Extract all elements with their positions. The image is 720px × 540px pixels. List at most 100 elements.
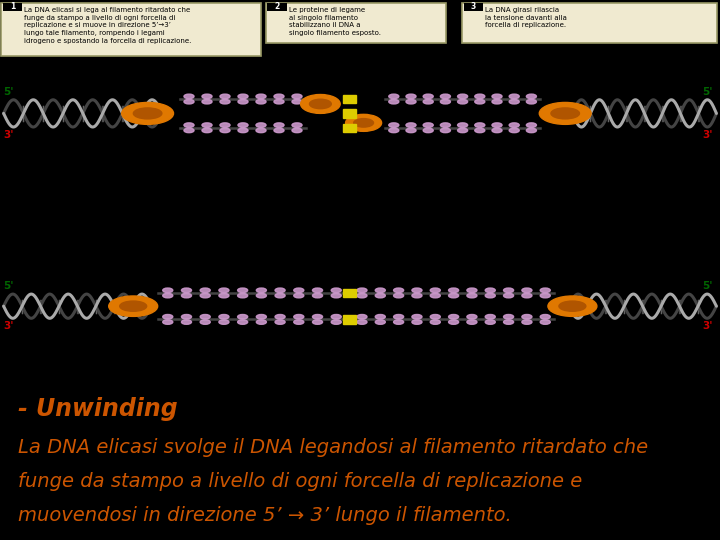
- Ellipse shape: [220, 128, 230, 133]
- Ellipse shape: [202, 128, 212, 133]
- Ellipse shape: [220, 123, 230, 127]
- FancyBboxPatch shape: [464, 3, 483, 11]
- Ellipse shape: [551, 108, 580, 119]
- Ellipse shape: [406, 128, 416, 133]
- Ellipse shape: [559, 301, 586, 311]
- Ellipse shape: [181, 293, 192, 298]
- Ellipse shape: [256, 320, 266, 325]
- Ellipse shape: [441, 94, 451, 99]
- Ellipse shape: [238, 123, 248, 127]
- Ellipse shape: [294, 288, 304, 293]
- Ellipse shape: [394, 288, 404, 293]
- FancyBboxPatch shape: [266, 3, 446, 43]
- Text: Svolgimento: Svolgimento: [35, 348, 95, 358]
- Ellipse shape: [458, 128, 468, 133]
- Text: La DNA elicasi svolge il DNA legandosi al filamento ritardato che: La DNA elicasi svolge il DNA legandosi a…: [18, 438, 648, 457]
- Ellipse shape: [275, 314, 285, 319]
- Text: La DNA elicasi si lega al filamento ritardato che
funge da stampo a livello di o: La DNA elicasi si lega al filamento rita…: [24, 7, 192, 44]
- Ellipse shape: [274, 94, 284, 99]
- Ellipse shape: [503, 288, 513, 293]
- Ellipse shape: [200, 293, 210, 298]
- Ellipse shape: [474, 128, 485, 133]
- FancyBboxPatch shape: [1, 3, 261, 56]
- Ellipse shape: [202, 94, 212, 99]
- Ellipse shape: [294, 314, 304, 319]
- Text: Origine: Origine: [341, 9, 379, 19]
- Ellipse shape: [292, 94, 302, 99]
- Ellipse shape: [412, 288, 422, 293]
- Text: Svolgimento: Svolgimento: [42, 157, 102, 167]
- Ellipse shape: [509, 99, 519, 104]
- Ellipse shape: [256, 293, 266, 298]
- Ellipse shape: [375, 288, 385, 293]
- Ellipse shape: [467, 314, 477, 319]
- Ellipse shape: [184, 128, 194, 133]
- Ellipse shape: [522, 288, 532, 293]
- Ellipse shape: [292, 99, 302, 104]
- Ellipse shape: [394, 314, 404, 319]
- Ellipse shape: [441, 123, 451, 127]
- Ellipse shape: [503, 320, 513, 325]
- Ellipse shape: [331, 320, 341, 325]
- Ellipse shape: [492, 94, 502, 99]
- Ellipse shape: [354, 119, 374, 127]
- Ellipse shape: [522, 314, 532, 319]
- Ellipse shape: [458, 99, 468, 104]
- Text: Svolgimento: Svolgimento: [618, 348, 678, 358]
- Ellipse shape: [503, 314, 513, 319]
- Ellipse shape: [301, 94, 341, 113]
- Ellipse shape: [485, 293, 495, 298]
- Ellipse shape: [163, 320, 173, 325]
- Text: 3': 3': [702, 321, 713, 332]
- Ellipse shape: [449, 288, 459, 293]
- Ellipse shape: [238, 128, 248, 133]
- Ellipse shape: [540, 288, 550, 293]
- Text: funge da stampo a livello di ogni forcella di replicazione e: funge da stampo a livello di ogni forcel…: [18, 472, 582, 491]
- Ellipse shape: [394, 293, 404, 298]
- Ellipse shape: [275, 288, 285, 293]
- Ellipse shape: [503, 293, 513, 298]
- Ellipse shape: [492, 99, 502, 104]
- Ellipse shape: [509, 94, 519, 99]
- Bar: [343, 289, 356, 297]
- Ellipse shape: [120, 301, 147, 311]
- Ellipse shape: [202, 99, 212, 104]
- Ellipse shape: [275, 320, 285, 325]
- Text: 5': 5': [3, 87, 14, 97]
- Ellipse shape: [492, 128, 502, 133]
- Ellipse shape: [238, 320, 248, 325]
- Ellipse shape: [274, 99, 284, 104]
- FancyBboxPatch shape: [3, 3, 22, 11]
- Ellipse shape: [509, 123, 519, 127]
- Ellipse shape: [540, 314, 550, 319]
- Ellipse shape: [375, 314, 385, 319]
- Ellipse shape: [357, 293, 367, 298]
- Ellipse shape: [357, 288, 367, 293]
- Ellipse shape: [389, 123, 399, 127]
- Ellipse shape: [200, 314, 210, 319]
- Ellipse shape: [331, 293, 341, 298]
- Ellipse shape: [133, 108, 162, 119]
- Bar: [343, 315, 356, 323]
- Ellipse shape: [526, 123, 536, 127]
- Ellipse shape: [526, 99, 536, 104]
- Ellipse shape: [310, 99, 331, 109]
- Ellipse shape: [238, 99, 248, 104]
- FancyBboxPatch shape: [267, 3, 287, 11]
- Ellipse shape: [256, 314, 266, 319]
- Ellipse shape: [431, 288, 441, 293]
- Ellipse shape: [467, 288, 477, 293]
- Ellipse shape: [406, 94, 416, 99]
- Text: Svolgimento: Svolgimento: [618, 157, 678, 167]
- Ellipse shape: [485, 320, 495, 325]
- Ellipse shape: [163, 314, 173, 319]
- Ellipse shape: [312, 314, 323, 319]
- Ellipse shape: [357, 320, 367, 325]
- Ellipse shape: [423, 99, 433, 104]
- Ellipse shape: [375, 320, 385, 325]
- Ellipse shape: [412, 320, 422, 325]
- Ellipse shape: [238, 94, 248, 99]
- Ellipse shape: [522, 293, 532, 298]
- Ellipse shape: [509, 128, 519, 133]
- Ellipse shape: [441, 128, 451, 133]
